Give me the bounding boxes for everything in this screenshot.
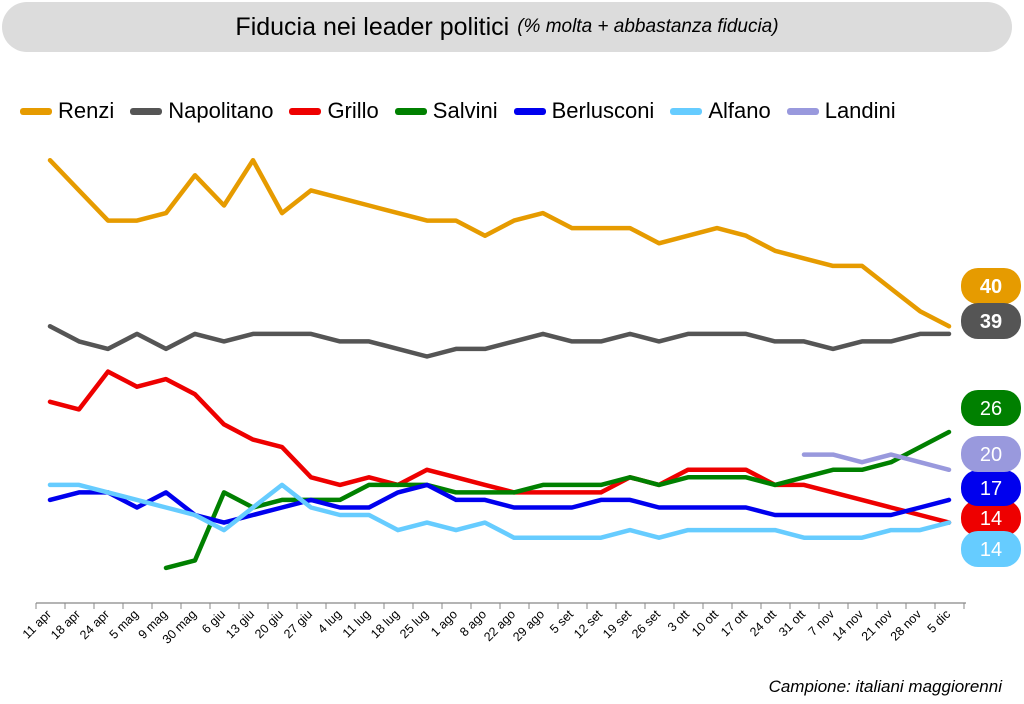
series-line-alfano <box>47 482 952 540</box>
x-tick-label: 24 ott <box>747 607 779 639</box>
x-tick-label: 27 giu <box>281 607 315 641</box>
end-badge-grillo <box>961 500 1021 536</box>
end-value-label: 14 <box>980 539 1002 561</box>
x-tick-label: 3 ott <box>665 607 692 634</box>
end-badge-landini <box>961 436 1021 472</box>
legend-label: Grillo <box>327 98 379 123</box>
x-tick-label: 5 mag <box>107 607 141 641</box>
x-tick-label: 11 lug <box>340 607 373 640</box>
chart-title-bar: Fiducia nei leader politici (% molta + a… <box>2 2 1012 52</box>
x-tick-label: 29 ago <box>510 607 547 644</box>
x-tick-label: 10 ott <box>689 607 721 639</box>
end-value-label: 20 <box>980 444 1002 466</box>
end-badge-alfano <box>961 531 1021 567</box>
legend-item-berlusconi: Berlusconi <box>513 98 655 124</box>
series-line-landini <box>801 452 952 473</box>
legend-item-landini: Landini <box>786 98 896 124</box>
end-value-label: 40 <box>980 276 1002 298</box>
x-tick-label: 18 lug <box>368 607 402 641</box>
end-badge-renzi <box>961 268 1021 304</box>
chart-subtitle: (% molta + abbastanza fiducia) <box>517 16 779 37</box>
legend-swatch <box>513 107 546 115</box>
x-tick-label: 22 ago <box>481 607 518 644</box>
legend-label: Renzi <box>58 98 115 123</box>
legend-swatch <box>289 107 322 115</box>
end-value-label: 26 <box>980 398 1002 420</box>
x-tick-label: 1 ago <box>428 607 460 639</box>
end-badge-salvini <box>961 390 1021 426</box>
x-tick-label: 17 ott <box>718 607 750 639</box>
x-tick-label: 18 apr <box>48 607 83 642</box>
legend-label: Berlusconi <box>551 98 655 123</box>
legend-swatch <box>786 107 819 115</box>
legend-swatch <box>130 107 163 115</box>
x-tick-label: 5 dic <box>925 607 954 636</box>
x-tick-label: 21 nov <box>859 607 896 644</box>
end-value-label: 14 <box>980 508 1002 530</box>
legend-swatch <box>20 107 52 115</box>
legend-label: Alfano <box>708 98 771 123</box>
x-tick-label: 31 ott <box>776 607 808 639</box>
series-line-renzi <box>47 157 952 329</box>
end-badge-berlusconi <box>961 470 1021 506</box>
x-tick-label: 11 apr <box>20 607 54 641</box>
end-value-label: 17 <box>980 478 1002 500</box>
end-badge-napolitano <box>961 303 1021 339</box>
legend-swatch <box>670 107 703 115</box>
x-tick-label: 25 lug <box>397 607 431 641</box>
legend-item-alfano: Alfano <box>670 98 771 124</box>
x-tick-label: 19 set <box>600 607 634 641</box>
legend-label: Salvini <box>432 98 498 123</box>
legend-label: Landini <box>824 98 896 123</box>
legend-label: Napolitano <box>168 98 274 123</box>
legend-item-grillo: Grillo <box>289 98 379 124</box>
series-line-napolitano <box>47 324 952 359</box>
x-tick-label: 14 nov <box>830 607 867 644</box>
x-tick-label: 20 giu <box>252 607 286 641</box>
x-tick-label: 26 set <box>629 607 663 641</box>
end-value-label: 39 <box>980 311 1002 333</box>
series-line-grillo <box>47 369 952 525</box>
x-tick-label: 12 set <box>571 607 605 641</box>
sample-footnote: Campione: italiani maggiorenni <box>768 677 1002 696</box>
chart-legend: Renzi Napolitano Grillo Salvini Berlusconi Al… <box>20 96 912 126</box>
chart-title: Fiducia nei leader politici <box>235 12 510 41</box>
x-tick-label: 24 apr <box>77 607 112 642</box>
x-tick-label: 13 giu <box>223 607 257 641</box>
legend-item-renzi: Renzi <box>20 98 114 124</box>
legend-item-salvini: Salvini <box>394 98 498 124</box>
legend-item-napolitano: Napolitano <box>130 98 273 124</box>
legend-swatch <box>394 107 427 115</box>
x-tick-label: 28 nov <box>888 607 925 644</box>
series-line-salvini <box>163 429 952 571</box>
